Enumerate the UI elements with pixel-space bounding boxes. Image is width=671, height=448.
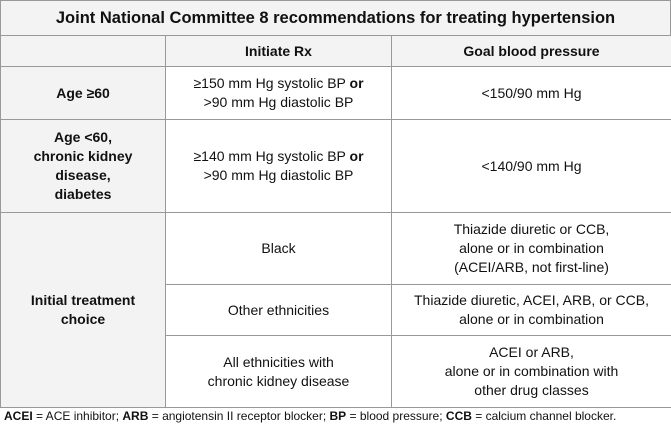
initiate-systolic: ≥150 mm Hg systolic BP <box>193 75 350 91</box>
table-title: Joint National Committee 8 recommendatio… <box>0 0 671 36</box>
row-label-age-60: Age ≥60 <box>0 66 166 120</box>
row-age-60: Age ≥60 ≥150 mm Hg systolic BP or >90 mm… <box>0 66 671 120</box>
row-initial-other: Other ethnicities Thiazide diuretic, ACE… <box>1 284 671 336</box>
header-initiate-rx: Initiate Rx <box>165 35 392 67</box>
initiate-systolic: ≥140 mm Hg systolic BP <box>193 148 350 164</box>
goal-other-ethnicities: Thiazide diuretic, ACEI, ARB, or CCB, al… <box>391 284 671 336</box>
row-age-under-60: Age <60, chronic kidney disease, diabete… <box>0 119 671 213</box>
group-all-ckd: All ethnicities with chronic kidney dise… <box>165 335 392 408</box>
header-row: Initiate Rx Goal blood pressure <box>0 35 671 67</box>
initiate-cell-age-under-60: ≥140 mm Hg systolic BP or >90 mm Hg dias… <box>165 119 392 213</box>
row-initial-ckd: All ethnicities with chronic kidney dise… <box>1 335 671 408</box>
initiate-diastolic: >90 mm Hg diastolic BP <box>203 167 354 183</box>
initiate-diastolic: >90 mm Hg diastolic BP <box>203 94 354 110</box>
goal-cell-age-60: <150/90 mm Hg <box>391 66 671 120</box>
recommendations-table: Initiate Rx Goal blood pressure Age ≥60 … <box>0 35 671 408</box>
header-goal-bp: Goal blood pressure <box>391 35 671 67</box>
group-black: Black <box>165 212 392 285</box>
or-word: or <box>349 75 364 91</box>
abbreviations-footnote: ACEI = ACE inhibitor; ARB = angiotensin … <box>4 409 617 423</box>
row-label-initial-treatment: Initial treatment choice <box>0 212 166 408</box>
goal-all-ckd: ACEI or ARB, alone or in combination wit… <box>391 335 671 408</box>
or-word: or <box>349 148 364 164</box>
row-initial-black: Initial treatment choice Black Thiazide … <box>0 212 671 408</box>
row-label-age-under-60: Age <60, chronic kidney disease, diabete… <box>0 119 166 213</box>
goal-black: Thiazide diuretic or CCB, alone or in co… <box>391 212 671 285</box>
group-other-ethnicities: Other ethnicities <box>165 284 392 336</box>
initiate-cell-age-60: ≥150 mm Hg systolic BP or >90 mm Hg dias… <box>165 66 392 120</box>
goal-cell-age-under-60: <140/90 mm Hg <box>391 119 671 213</box>
header-empty-cell <box>0 35 166 67</box>
